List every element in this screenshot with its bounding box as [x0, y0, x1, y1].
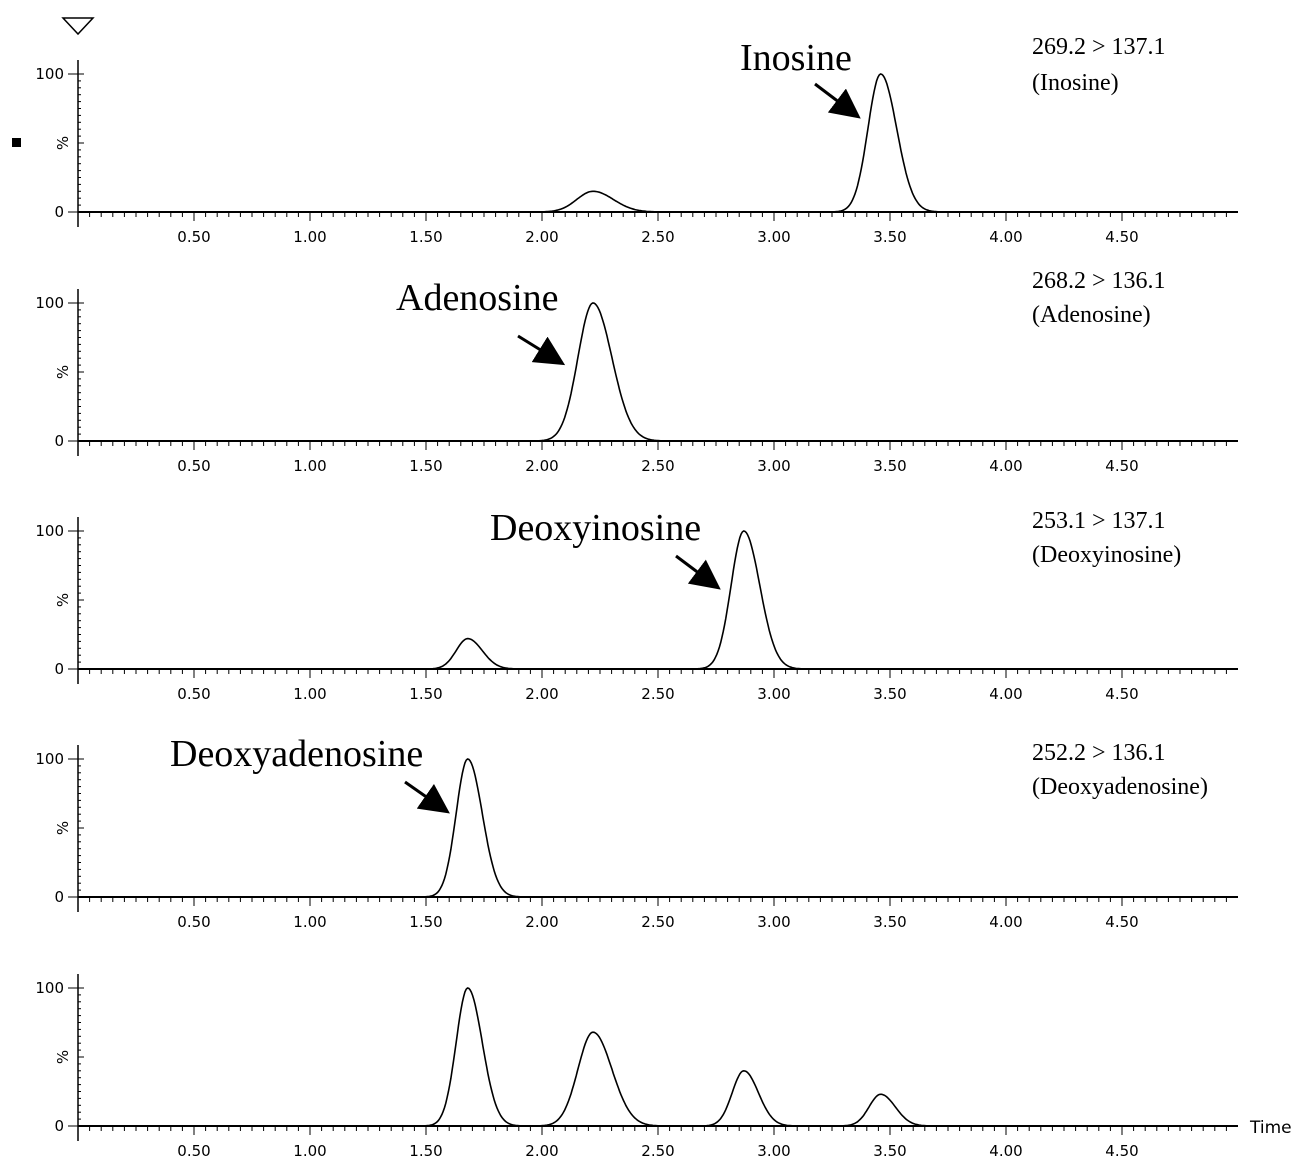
x-tick-label: 3.00 — [757, 913, 790, 931]
chromatogram-panel: 100 0% 0.50 1.00 1.50 2.00 2.50 3.00 3.50 4.00 4.5… — [35, 507, 1238, 703]
y-tick-label: 100 — [35, 65, 64, 83]
x-tick-label: 1.50 — [409, 913, 442, 931]
chromatogram-panels: 100 0% 0.50 1.00 1.50 2.00 2.50 3.00 3.50 4.00 4.5… — [35, 34, 1238, 1160]
chromatogram-trace — [82, 987, 1234, 1127]
transition-label: 253.1 > 137.1 — [1032, 508, 1166, 534]
peak-arrow-icon — [675, 554, 721, 590]
y-unit-label: % — [54, 365, 72, 379]
y-tick-label: 100 — [35, 750, 64, 768]
transition-label: 268.2 > 136.1 — [1032, 268, 1166, 294]
x-tick-label: 1.50 — [409, 1142, 442, 1160]
x-tick-label: 4.00 — [989, 228, 1022, 246]
y-tick-label: 0 — [54, 432, 64, 450]
x-tick-label: 3.00 — [757, 685, 790, 703]
y-unit-label: % — [54, 136, 72, 150]
x-tick-label: 2.00 — [525, 228, 558, 246]
x-tick-label: 4.00 — [989, 1142, 1022, 1160]
y-tick-label: 100 — [35, 522, 64, 540]
x-tick-label: 1.50 — [409, 685, 442, 703]
chromatogram-trace — [82, 758, 1234, 898]
peak-arrow-icon — [404, 780, 450, 814]
chromatogram-panel: 100 0% 0.50 1.00 1.50 2.00 2.50 3.00 3.50 4.00 4.5… — [35, 34, 1238, 246]
x-tick-label: 1.00 — [293, 685, 326, 703]
x-tick-label: 4.50 — [1105, 913, 1138, 931]
y-tick-label: 0 — [54, 203, 64, 221]
x-tick-label: 4.50 — [1105, 1142, 1138, 1160]
x-tick-label: 3.50 — [873, 228, 906, 246]
y-tick-label: 100 — [35, 294, 64, 312]
compound-label: (Inosine) — [1032, 70, 1119, 96]
peak-label: Deoxyadenosine — [170, 733, 423, 775]
chromatogram-trace — [82, 73, 1234, 213]
x-tick-label: 2.50 — [641, 457, 674, 475]
chromatogram-panel: 100 0% 0.50 1.00 1.50 2.00 2.50 3.00 3.50 4.00 4.5… — [35, 974, 1238, 1160]
y-tick-label: 0 — [54, 660, 64, 678]
peak-label: Deoxyinosine — [490, 507, 701, 549]
x-tick-label: 3.50 — [873, 685, 906, 703]
x-tick-label: 0.50 — [177, 457, 210, 475]
y-tick-label: 0 — [54, 888, 64, 906]
x-tick-label: 0.50 — [177, 228, 210, 246]
x-tick-label: 0.50 — [177, 685, 210, 703]
y-tick-label: 100 — [35, 979, 64, 997]
transition-label: 269.2 > 137.1 — [1032, 34, 1166, 60]
x-tick-label: 4.00 — [989, 913, 1022, 931]
y-unit-label: % — [54, 593, 72, 607]
x-tick-label: 2.50 — [641, 913, 674, 931]
x-tick-label: 2.00 — [525, 1142, 558, 1160]
x-tick-label: 2.50 — [641, 1142, 674, 1160]
x-tick-label: 2.00 — [525, 457, 558, 475]
x-tick-label: 4.50 — [1105, 685, 1138, 703]
x-tick-label: 1.00 — [293, 913, 326, 931]
x-tick-label: 1.00 — [293, 1142, 326, 1160]
x-tick-label: 3.00 — [757, 457, 790, 475]
x-tick-label: 3.50 — [873, 1142, 906, 1160]
x-tick-label: 1.50 — [409, 228, 442, 246]
square-marker-icon — [12, 138, 21, 147]
x-tick-label: 2.50 — [641, 685, 674, 703]
transition-label: 252.2 > 136.1 — [1032, 740, 1166, 766]
chromatogram-panel: 100 0% 0.50 1.00 1.50 2.00 2.50 3.00 3.50 4.00 4.5… — [35, 733, 1238, 931]
peak-label: Inosine — [740, 37, 852, 79]
x-tick-label: 4.50 — [1105, 457, 1138, 475]
x-tick-label: 4.50 — [1105, 228, 1138, 246]
x-tick-label: 0.50 — [177, 913, 210, 931]
chromatogram-trace — [82, 530, 1234, 670]
peak-label: Adenosine — [396, 277, 559, 319]
x-tick-label: 1.00 — [293, 457, 326, 475]
x-tick-label: 1.50 — [409, 457, 442, 475]
compound-label: (Deoxyinosine) — [1032, 542, 1181, 568]
y-unit-label: % — [54, 1050, 72, 1064]
x-tick-label: 4.00 — [989, 685, 1022, 703]
x-tick-label: 0.50 — [177, 1142, 210, 1160]
chromatogram-trace — [82, 302, 1234, 442]
y-tick-label: 0 — [54, 1117, 64, 1135]
x-tick-label: 3.50 — [873, 457, 906, 475]
x-tick-label: 3.00 — [757, 1142, 790, 1160]
x-tick-label: 2.00 — [525, 685, 558, 703]
y-unit-label: % — [54, 821, 72, 835]
x-tick-label: 2.00 — [525, 913, 558, 931]
peak-arrow-icon — [517, 334, 566, 366]
top-marker-triangle-icon — [61, 17, 95, 36]
peak-arrow-icon — [814, 82, 861, 119]
x-tick-label: 3.50 — [873, 913, 906, 931]
x-tick-label: 2.50 — [641, 228, 674, 246]
x-tick-label: 1.00 — [293, 228, 326, 246]
x-tick-label: 4.00 — [989, 457, 1022, 475]
compound-label: (Adenosine) — [1032, 302, 1151, 328]
compound-label: (Deoxyadenosine) — [1032, 774, 1208, 800]
chromatogram-panel: 100 0% 0.50 1.00 1.50 2.00 2.50 3.00 3.50 4.00 4.5… — [35, 268, 1238, 475]
x-axis-label: Time — [1249, 1118, 1292, 1138]
x-tick-label: 3.00 — [757, 228, 790, 246]
